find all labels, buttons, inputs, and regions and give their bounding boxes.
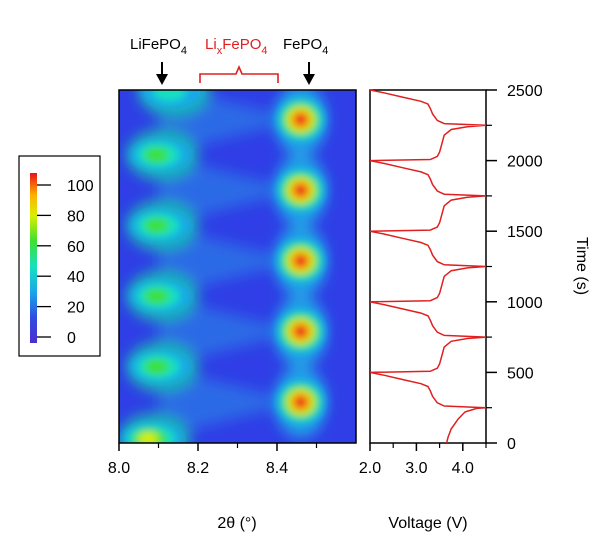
voltage-x-tick-label: 3.0 — [405, 460, 427, 477]
colorbar-tick-label: 20 — [67, 300, 85, 317]
voltage-x-label: Voltage (V) — [388, 515, 467, 532]
transition-band — [158, 225, 301, 297]
lifepo4-peak — [129, 137, 192, 172]
lifepo4-peak — [129, 279, 192, 314]
lifepo4-peak — [129, 208, 192, 243]
fepo4-peak — [275, 379, 326, 426]
heatmap-x-axis: 8.0 8.2 8.4 — [108, 443, 318, 477]
lifepo4-arrow — [156, 62, 168, 85]
heatmap-x-label: 2θ (°) — [217, 515, 256, 532]
voltage-frame — [369, 89, 487, 444]
time-y-tick-label: 1500 — [507, 224, 543, 241]
fepo4-label: FePO4 — [283, 36, 328, 57]
colorbar-ticks: 100 80 60 40 20 0 — [37, 178, 94, 347]
fepo4-peak — [275, 237, 326, 284]
transition-band — [158, 296, 301, 367]
time-y-label: Time (s) — [573, 237, 590, 295]
voltage-series-line — [370, 89, 487, 444]
heatmap-x-tick-label: 8.4 — [266, 460, 288, 477]
colorbar-gradient — [30, 173, 37, 343]
time-y-tick-label: 0 — [507, 436, 516, 453]
time-y-tick-label: 1000 — [507, 295, 543, 312]
time-y-tick-label: 500 — [507, 365, 534, 382]
voltage-x-tick-label: 4.0 — [452, 460, 474, 477]
lifepo4-peak — [121, 421, 184, 443]
fepo4-peak — [275, 308, 326, 355]
time-y-tick-label: 2500 — [507, 83, 543, 100]
colorbar-legend: 100 80 60 40 20 0 — [18, 155, 101, 357]
time-y-axis: 0 500 1000 1500 2000 2500 — [486, 83, 543, 453]
lixfepo4-bracket — [199, 64, 279, 83]
heatmap-x-tick-label: 8.2 — [187, 460, 209, 477]
colorbar-tick-label: 100 — [67, 178, 94, 195]
voltage-x-axis: 2.0 3.0 4.0 — [359, 443, 487, 477]
lifepo4-label: LiFePO4 — [130, 36, 187, 57]
heatmap-x-tick-label: 8.0 — [108, 460, 130, 477]
time-y-tick-label: 2000 — [507, 154, 543, 171]
fepo4-arrow — [303, 62, 315, 85]
phase-annotations: LiFePO4 LixFePO4 FePO4 — [130, 36, 328, 85]
colorbar-tick-label: 0 — [67, 330, 76, 347]
heatmap-panel: 8.0 8.2 8.4 2θ (°) — [108, 89, 357, 532]
colorbar-tick-label: 60 — [67, 239, 85, 256]
lifepo4-peak — [141, 90, 204, 109]
colorbar-tick-label: 80 — [67, 208, 85, 225]
heatmap-spots — [121, 90, 326, 443]
fepo4-peak — [275, 167, 326, 214]
voltage-panel: 2.0 3.0 4.0 0 500 1000 1500 2000 2500 Voltage (… — [359, 83, 590, 532]
colorbar-tick-label: 40 — [67, 269, 85, 286]
transition-band — [158, 154, 301, 226]
voltage-x-tick-label: 2.0 — [359, 460, 381, 477]
lifepo4-peak — [129, 349, 192, 384]
transition-band — [158, 366, 301, 438]
fepo4-peak — [275, 96, 326, 143]
lixfepo4-label: LixFePO4 — [205, 36, 268, 57]
